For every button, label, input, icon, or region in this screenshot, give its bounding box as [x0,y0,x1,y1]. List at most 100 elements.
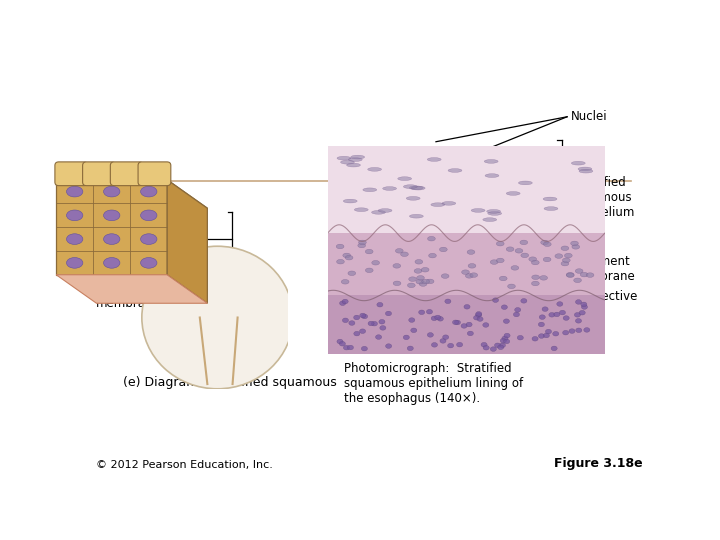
Ellipse shape [575,269,583,273]
Ellipse shape [549,313,555,317]
Ellipse shape [403,335,410,340]
Ellipse shape [386,344,392,348]
Polygon shape [56,180,207,208]
Ellipse shape [400,252,408,256]
Polygon shape [328,295,605,354]
Ellipse shape [543,257,551,262]
Text: Connective
tissue: Connective tissue [571,290,637,318]
Ellipse shape [504,333,510,338]
Ellipse shape [557,302,563,306]
Ellipse shape [542,307,548,312]
Ellipse shape [431,342,438,347]
Ellipse shape [365,268,373,273]
Ellipse shape [360,313,366,318]
Ellipse shape [342,299,348,304]
Ellipse shape [341,160,354,164]
Ellipse shape [500,343,505,348]
Ellipse shape [562,330,569,335]
Ellipse shape [532,336,538,341]
Ellipse shape [462,270,469,274]
Ellipse shape [503,319,510,323]
Ellipse shape [554,312,560,317]
Ellipse shape [487,212,502,215]
FancyBboxPatch shape [138,162,171,186]
Ellipse shape [559,310,565,315]
Ellipse shape [500,276,507,281]
Ellipse shape [483,346,489,350]
Ellipse shape [372,260,379,265]
Ellipse shape [140,210,157,221]
Ellipse shape [561,261,569,266]
Ellipse shape [406,197,420,200]
Ellipse shape [471,208,485,212]
Ellipse shape [544,242,552,247]
Ellipse shape [476,312,482,316]
Ellipse shape [66,234,83,245]
Ellipse shape [354,208,368,212]
Ellipse shape [408,283,415,288]
Ellipse shape [431,316,437,321]
Ellipse shape [380,326,386,330]
Ellipse shape [513,312,520,317]
Ellipse shape [439,247,447,252]
Ellipse shape [456,342,463,347]
Ellipse shape [490,260,498,265]
Ellipse shape [345,255,353,260]
Ellipse shape [575,300,582,304]
Ellipse shape [339,341,346,346]
Ellipse shape [555,254,563,258]
Ellipse shape [569,329,575,333]
Polygon shape [56,180,167,275]
Ellipse shape [579,169,593,173]
Ellipse shape [363,188,377,192]
Polygon shape [167,180,207,303]
Ellipse shape [580,272,588,277]
Ellipse shape [539,334,544,339]
Ellipse shape [498,345,504,349]
Ellipse shape [543,197,557,201]
Ellipse shape [104,186,120,197]
Ellipse shape [372,211,385,214]
Ellipse shape [467,331,474,336]
Ellipse shape [427,158,441,161]
Ellipse shape [508,284,516,289]
Ellipse shape [409,277,416,281]
Ellipse shape [422,279,430,284]
Ellipse shape [496,258,504,263]
Ellipse shape [578,167,592,171]
Ellipse shape [428,237,436,241]
Ellipse shape [104,234,120,245]
Ellipse shape [377,302,383,307]
Ellipse shape [428,253,436,258]
Ellipse shape [521,253,528,258]
Ellipse shape [336,244,344,249]
Ellipse shape [539,322,544,327]
Ellipse shape [348,271,356,275]
Ellipse shape [496,241,504,246]
Ellipse shape [454,320,461,325]
Ellipse shape [410,214,423,218]
Ellipse shape [393,281,401,286]
FancyBboxPatch shape [55,162,88,186]
Ellipse shape [368,167,382,171]
Polygon shape [328,146,605,233]
Ellipse shape [521,299,527,303]
Ellipse shape [464,305,470,309]
Ellipse shape [379,320,385,324]
Ellipse shape [378,208,392,212]
Ellipse shape [104,210,120,221]
Text: Stratified
squamous
epithelium: Stratified squamous epithelium [571,177,634,219]
Ellipse shape [517,335,523,340]
Ellipse shape [518,181,532,185]
Ellipse shape [354,315,360,320]
Ellipse shape [544,207,558,211]
Ellipse shape [393,264,401,268]
Ellipse shape [452,320,459,325]
Ellipse shape [566,273,574,277]
Ellipse shape [410,186,423,190]
Ellipse shape [435,315,441,320]
Ellipse shape [442,201,456,205]
Ellipse shape [337,156,351,160]
Ellipse shape [575,313,580,317]
Ellipse shape [572,245,580,249]
